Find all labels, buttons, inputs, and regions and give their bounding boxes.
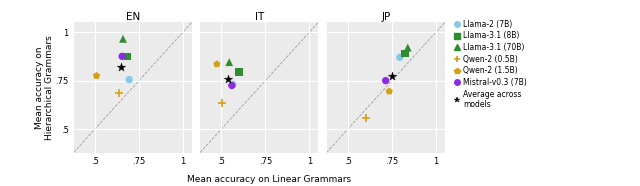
Point	[223, 77, 234, 80]
Legend: Llama-2 (7B), Llama-3.1 (8B), Llama-3.1 (70B), Qwen-2 (0.5B), Qwen-2 (1.5B), Mis: Llama-2 (7B), Llama-3.1 (8B), Llama-3.1 …	[453, 20, 527, 109]
Point	[384, 90, 394, 93]
Point	[117, 55, 127, 58]
Point	[400, 52, 410, 55]
Point	[217, 102, 227, 105]
Point	[113, 92, 124, 95]
Point	[124, 78, 134, 81]
Title: IT: IT	[255, 12, 264, 22]
Title: EN: EN	[125, 12, 140, 22]
Y-axis label: Mean accuracy on
Hierarchical Grammars: Mean accuracy on Hierarchical Grammars	[35, 35, 54, 140]
Point	[234, 70, 244, 73]
Title: JP: JP	[381, 12, 390, 22]
Point	[122, 55, 132, 58]
Point	[395, 56, 405, 59]
Point	[116, 65, 126, 68]
Point	[387, 74, 397, 77]
Point	[118, 37, 128, 40]
Point	[92, 74, 102, 77]
Point	[381, 79, 391, 82]
Point	[227, 84, 237, 87]
Point	[212, 63, 222, 66]
Text: Mean accuracy on Linear Grammars: Mean accuracy on Linear Grammars	[187, 175, 351, 184]
Point	[224, 61, 234, 64]
Point	[228, 83, 238, 86]
Point	[361, 116, 371, 119]
Point	[403, 46, 413, 49]
